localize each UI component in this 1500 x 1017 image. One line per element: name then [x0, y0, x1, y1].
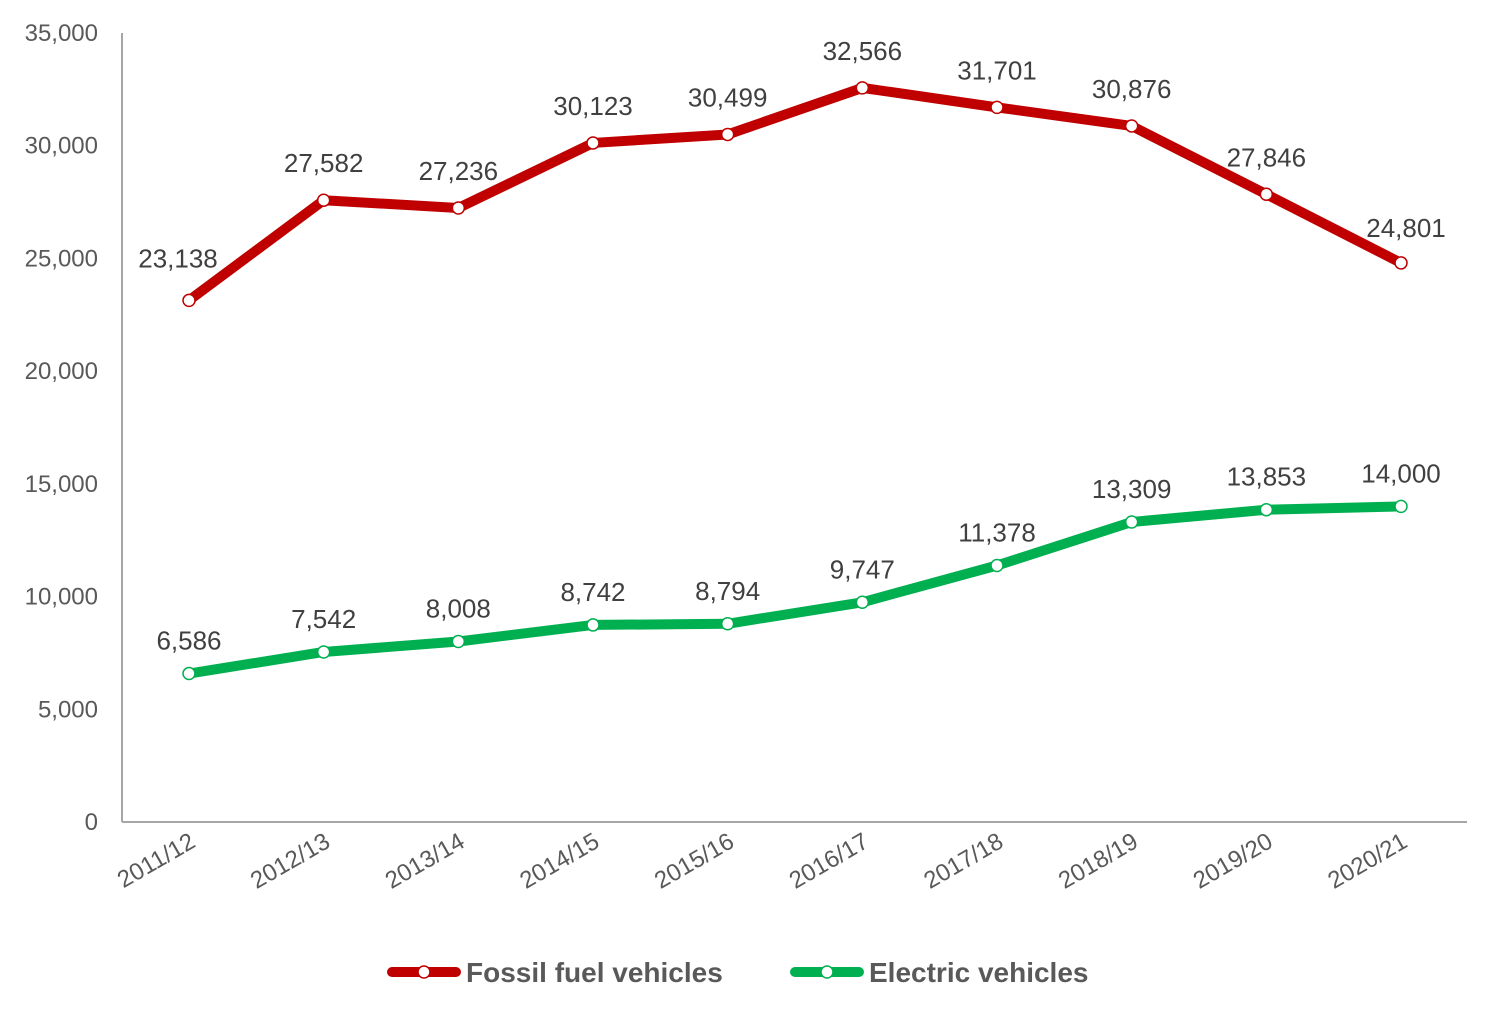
- data-label: 32,566: [823, 36, 903, 66]
- x-tick-label: 2014/15: [515, 828, 604, 895]
- data-label: 6,586: [156, 626, 221, 656]
- data-label: 30,499: [688, 82, 768, 112]
- series-fossil-fuel: 23,138 27,582 27,236 30,123 30,499 32,566 31,7…: [138, 36, 1446, 307]
- line-chart: 0 5,000 10,000 15,000 20,000 25,000 30,000 35,0…: [0, 0, 1500, 1017]
- data-label: 11,378: [958, 518, 1036, 548]
- data-point: [991, 560, 1003, 572]
- data-label: 8,008: [426, 593, 491, 623]
- data-point: [587, 137, 599, 149]
- legend-item: Fossil fuel vehicles: [392, 957, 723, 988]
- data-point: [452, 635, 464, 647]
- series-line: [189, 88, 1401, 301]
- x-tick-label: 2017/18: [919, 828, 1008, 895]
- x-tick-label: 2012/13: [246, 828, 335, 895]
- data-point: [183, 668, 195, 680]
- y-tick-label: 20,000: [25, 358, 98, 385]
- data-label: 13,309: [1092, 474, 1172, 504]
- data-label: 31,701: [957, 55, 1037, 85]
- x-tick-label: 2018/19: [1054, 828, 1143, 895]
- series-line: [189, 506, 1401, 673]
- data-point: [856, 82, 868, 94]
- data-point: [587, 619, 599, 631]
- legend-label: Fossil fuel vehicles: [466, 957, 723, 988]
- data-label: 13,853: [1227, 462, 1307, 492]
- y-tick-label: 10,000: [25, 584, 98, 611]
- y-tick-label: 30,000: [25, 133, 98, 160]
- x-tick-label: 2016/17: [785, 828, 874, 895]
- legend-item: Electric vehicles: [795, 957, 1088, 988]
- y-tick-label: 0: [85, 809, 98, 836]
- data-label: 30,123: [553, 91, 633, 121]
- data-point: [722, 128, 734, 140]
- data-point: [318, 194, 330, 206]
- data-label: 7,542: [291, 604, 356, 634]
- x-tick-label: 2013/14: [381, 828, 470, 895]
- data-label: 30,876: [1092, 74, 1172, 104]
- data-point: [1126, 516, 1138, 528]
- data-label: 27,846: [1227, 142, 1307, 172]
- data-label: 27,236: [419, 156, 499, 186]
- legend-marker: [821, 966, 833, 978]
- data-label: 24,801: [1366, 213, 1446, 243]
- x-tick-label: 2020/21: [1323, 828, 1412, 895]
- data-point: [722, 618, 734, 630]
- y-tick-label: 25,000: [25, 245, 98, 272]
- x-tick-label: 2011/12: [113, 828, 200, 894]
- data-point: [318, 646, 330, 658]
- y-tick-label: 15,000: [25, 471, 98, 498]
- data-point: [1395, 257, 1407, 269]
- data-point: [991, 101, 1003, 113]
- x-tick-label: 2019/20: [1189, 828, 1278, 895]
- y-tick-label: 5,000: [38, 696, 98, 723]
- data-point: [1126, 120, 1138, 132]
- y-tick-label: 35,000: [25, 20, 98, 47]
- data-point: [452, 202, 464, 214]
- data-label: 8,794: [695, 576, 760, 606]
- data-label: 8,742: [560, 577, 625, 607]
- data-label: 23,138: [138, 243, 218, 273]
- legend-label: Electric vehicles: [869, 957, 1088, 988]
- data-label: 27,582: [284, 148, 364, 178]
- data-point: [183, 294, 195, 306]
- data-point: [1260, 504, 1272, 516]
- data-point: [1395, 500, 1407, 512]
- data-point: [1260, 188, 1272, 200]
- series-electric: 6,586 7,542 8,008 8,742 8,794 9,747 11,378 13,3…: [156, 458, 1440, 679]
- x-tick-label: 2015/16: [650, 828, 739, 895]
- data-label: 9,747: [830, 554, 895, 584]
- legend-marker: [418, 966, 430, 978]
- data-point: [856, 596, 868, 608]
- data-label: 14,000: [1361, 458, 1441, 488]
